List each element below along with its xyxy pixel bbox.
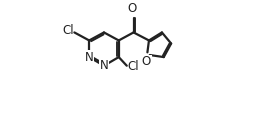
Text: O: O (142, 55, 151, 68)
Text: N: N (100, 59, 108, 72)
Text: N: N (85, 51, 93, 64)
Text: O: O (127, 2, 137, 15)
Text: Cl: Cl (62, 24, 74, 37)
Text: Cl: Cl (127, 60, 139, 73)
